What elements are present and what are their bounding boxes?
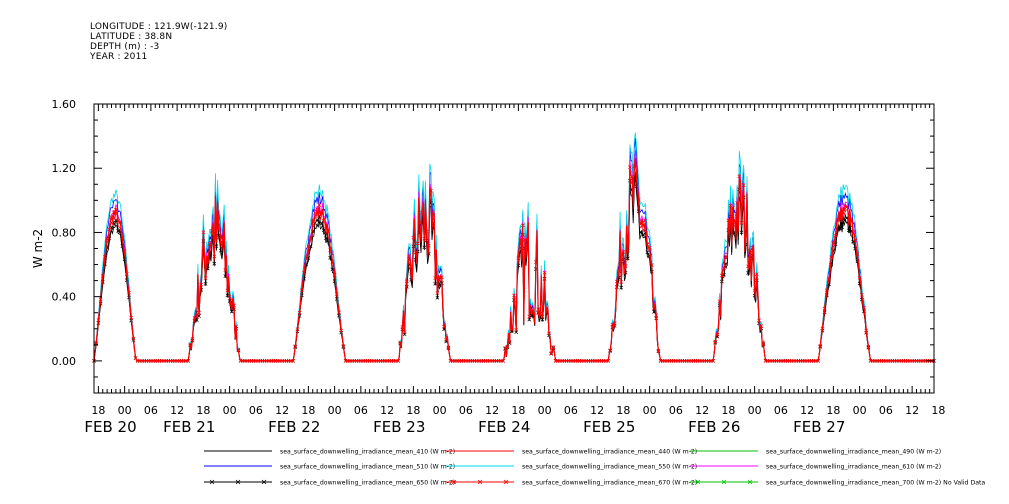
depth-label: DEPTH (m) : -3 <box>90 42 160 52</box>
legend-item: sea_surface_downwelling_irradiance_mean_… <box>446 464 697 471</box>
x-tick-label: 06 <box>249 404 263 417</box>
x-tick-label: 06 <box>564 404 578 417</box>
legend-item: sea_surface_downwelling_irradiance_mean_… <box>690 449 941 456</box>
legend-marker <box>261 479 267 485</box>
x-tick-label: 12 <box>905 404 919 417</box>
legend-label: sea_surface_downwelling_irradiance_mean_… <box>280 464 455 471</box>
legend-item: sea_surface_downwelling_irradiance_mean_… <box>446 449 697 456</box>
legend-label: sea_surface_downwelling_irradiance_mean_… <box>766 480 985 487</box>
legend-item: sea_surface_downwelling_irradiance_mean_… <box>690 480 985 487</box>
legend-item: sea_surface_downwelling_irradiance_mean_… <box>204 464 455 471</box>
y-tick-label: 1.60 <box>52 98 77 111</box>
legend-label: sea_surface_downwelling_irradiance_mean_… <box>522 449 697 456</box>
legend-marker <box>695 479 701 485</box>
x-tick-label: 06 <box>459 404 473 417</box>
x-tick-label: 18 <box>91 404 105 417</box>
legend-marker <box>451 479 457 485</box>
x-tick-label: 12 <box>275 404 289 417</box>
date-label: FEB 24 <box>478 418 530 436</box>
x-tick-label: 18 <box>406 404 420 417</box>
x-tick-label: 18 <box>511 404 525 417</box>
legend-marker <box>721 479 727 485</box>
series-markers <box>92 164 936 363</box>
x-tick-label: 06 <box>144 404 158 417</box>
y-tick-label: 1.20 <box>52 162 77 175</box>
legend-marker <box>209 479 215 485</box>
x-tick-label: 00 <box>853 404 867 417</box>
series-line <box>93 172 934 362</box>
legend-label: sea_surface_downwelling_irradiance_mean_… <box>766 464 941 471</box>
longitude-label: LONGITUDE : 121.9W(-121.9) <box>90 22 228 32</box>
date-label: FEB 26 <box>688 418 740 436</box>
x-tick-label: 00 <box>223 404 237 417</box>
legend-label: sea_surface_downwelling_irradiance_mean_… <box>766 449 941 456</box>
date-label: FEB 27 <box>793 418 845 436</box>
legend-marker <box>503 479 509 485</box>
y-tick-label: 0.00 <box>52 355 77 368</box>
series-line <box>93 175 934 362</box>
date-label: FEB 25 <box>583 418 635 436</box>
legend-item: sea_surface_downwelling_irradiance_mean_… <box>204 480 455 487</box>
legend-marker <box>235 479 241 485</box>
date-label: FEB 23 <box>373 418 425 436</box>
series-line <box>93 157 934 362</box>
legend-label: sea_surface_downwelling_irradiance_mean_… <box>522 480 697 487</box>
x-tick-label: 00 <box>118 404 132 417</box>
x-tick-label: 18 <box>826 404 840 417</box>
legend-item: sea_surface_downwelling_irradiance_mean_… <box>204 449 455 456</box>
x-tick-label: 06 <box>774 404 788 417</box>
x-tick-label: 06 <box>879 404 893 417</box>
x-tick-label: 18 <box>931 404 945 417</box>
x-tick-label: 06 <box>669 404 683 417</box>
x-tick-label: 18 <box>196 404 210 417</box>
x-tick-label: 18 <box>301 404 315 417</box>
date-label: FEB 20 <box>84 418 136 436</box>
legend-item: sea_surface_downwelling_irradiance_mean_… <box>446 480 697 487</box>
date-label: FEB 22 <box>268 418 320 436</box>
x-tick-label: 12 <box>170 404 184 417</box>
x-tick-label: 00 <box>433 404 447 417</box>
axes: 18 00 06 12 18 00 06 12 18 00 06 12 18 00 06 12 18 00 06 12… <box>31 98 945 436</box>
y-axis-label: W m-2 <box>31 229 45 268</box>
legend-item: sea_surface_downwelling_irradiance_mean_… <box>690 464 941 471</box>
series-line <box>93 149 934 362</box>
y-tick-label: 0.80 <box>52 226 77 239</box>
x-tick-label: 12 <box>695 404 709 417</box>
y-tick-label: 0.40 <box>52 291 77 304</box>
x-tick-label: 00 <box>643 404 657 417</box>
legend: sea_surface_downwelling_irradiance_mean_… <box>204 449 985 487</box>
x-tick-label: 06 <box>354 404 368 417</box>
legend-label: sea_surface_downwelling_irradiance_mean_… <box>280 480 455 487</box>
x-tick-label: 12 <box>590 404 604 417</box>
legend-label: sea_surface_downwelling_irradiance_mean_… <box>522 464 697 471</box>
x-tick-label: 12 <box>800 404 814 417</box>
legend-label: sea_surface_downwelling_irradiance_mean_… <box>280 449 455 456</box>
x-tick-label: 00 <box>538 404 552 417</box>
x-tick-label: 18 <box>721 404 735 417</box>
year-label: YEAR : 2011 <box>90 52 148 62</box>
x-tick-label: 00 <box>328 404 342 417</box>
x-tick-label: 12 <box>485 404 499 417</box>
date-label: FEB 21 <box>163 418 215 436</box>
legend-marker <box>477 479 483 485</box>
x-tick-label: 18 <box>616 404 630 417</box>
series-line <box>93 162 934 362</box>
x-tick-label: 12 <box>380 404 394 417</box>
x-tick-label: 00 <box>748 404 762 417</box>
legend-marker <box>747 479 753 485</box>
latitude-label: LATITUDE : 38.8N <box>90 32 173 42</box>
plot-data <box>92 132 936 363</box>
